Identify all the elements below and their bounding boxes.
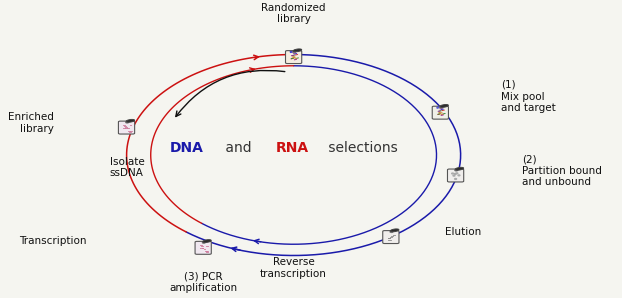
- Circle shape: [202, 242, 205, 243]
- FancyBboxPatch shape: [285, 51, 302, 63]
- FancyBboxPatch shape: [195, 241, 211, 254]
- Text: RNA: RNA: [276, 141, 309, 155]
- FancyBboxPatch shape: [118, 121, 134, 134]
- Circle shape: [456, 173, 458, 174]
- Text: and: and: [221, 141, 256, 155]
- Text: selections: selections: [324, 141, 397, 155]
- FancyBboxPatch shape: [432, 106, 448, 119]
- Text: Isolate
ssDNA: Isolate ssDNA: [109, 157, 144, 179]
- Circle shape: [454, 173, 456, 174]
- FancyBboxPatch shape: [383, 231, 399, 243]
- Circle shape: [452, 173, 453, 174]
- Circle shape: [440, 107, 442, 108]
- Text: Reverse
transcription: Reverse transcription: [260, 257, 327, 279]
- Text: Elution: Elution: [445, 227, 481, 237]
- Ellipse shape: [391, 229, 399, 232]
- Ellipse shape: [126, 119, 134, 122]
- Text: (2)
Partition bound
and unbound: (2) Partition bound and unbound: [522, 154, 602, 187]
- Text: (3) PCR
amplification: (3) PCR amplification: [169, 271, 237, 293]
- Text: Randomized
library: Randomized library: [261, 2, 326, 24]
- Circle shape: [390, 231, 393, 232]
- Text: Transcription: Transcription: [19, 236, 87, 246]
- Ellipse shape: [440, 105, 448, 107]
- Ellipse shape: [293, 49, 302, 52]
- Text: DNA: DNA: [170, 141, 204, 155]
- Text: Enriched
library: Enriched library: [8, 112, 54, 134]
- Circle shape: [455, 170, 458, 171]
- Circle shape: [293, 51, 295, 52]
- Text: (1)
Mix pool
and target: (1) Mix pool and target: [501, 80, 555, 113]
- Ellipse shape: [455, 167, 463, 170]
- Ellipse shape: [203, 240, 211, 243]
- Circle shape: [458, 175, 460, 176]
- FancyBboxPatch shape: [447, 169, 464, 182]
- Circle shape: [126, 122, 129, 123]
- Circle shape: [453, 175, 455, 176]
